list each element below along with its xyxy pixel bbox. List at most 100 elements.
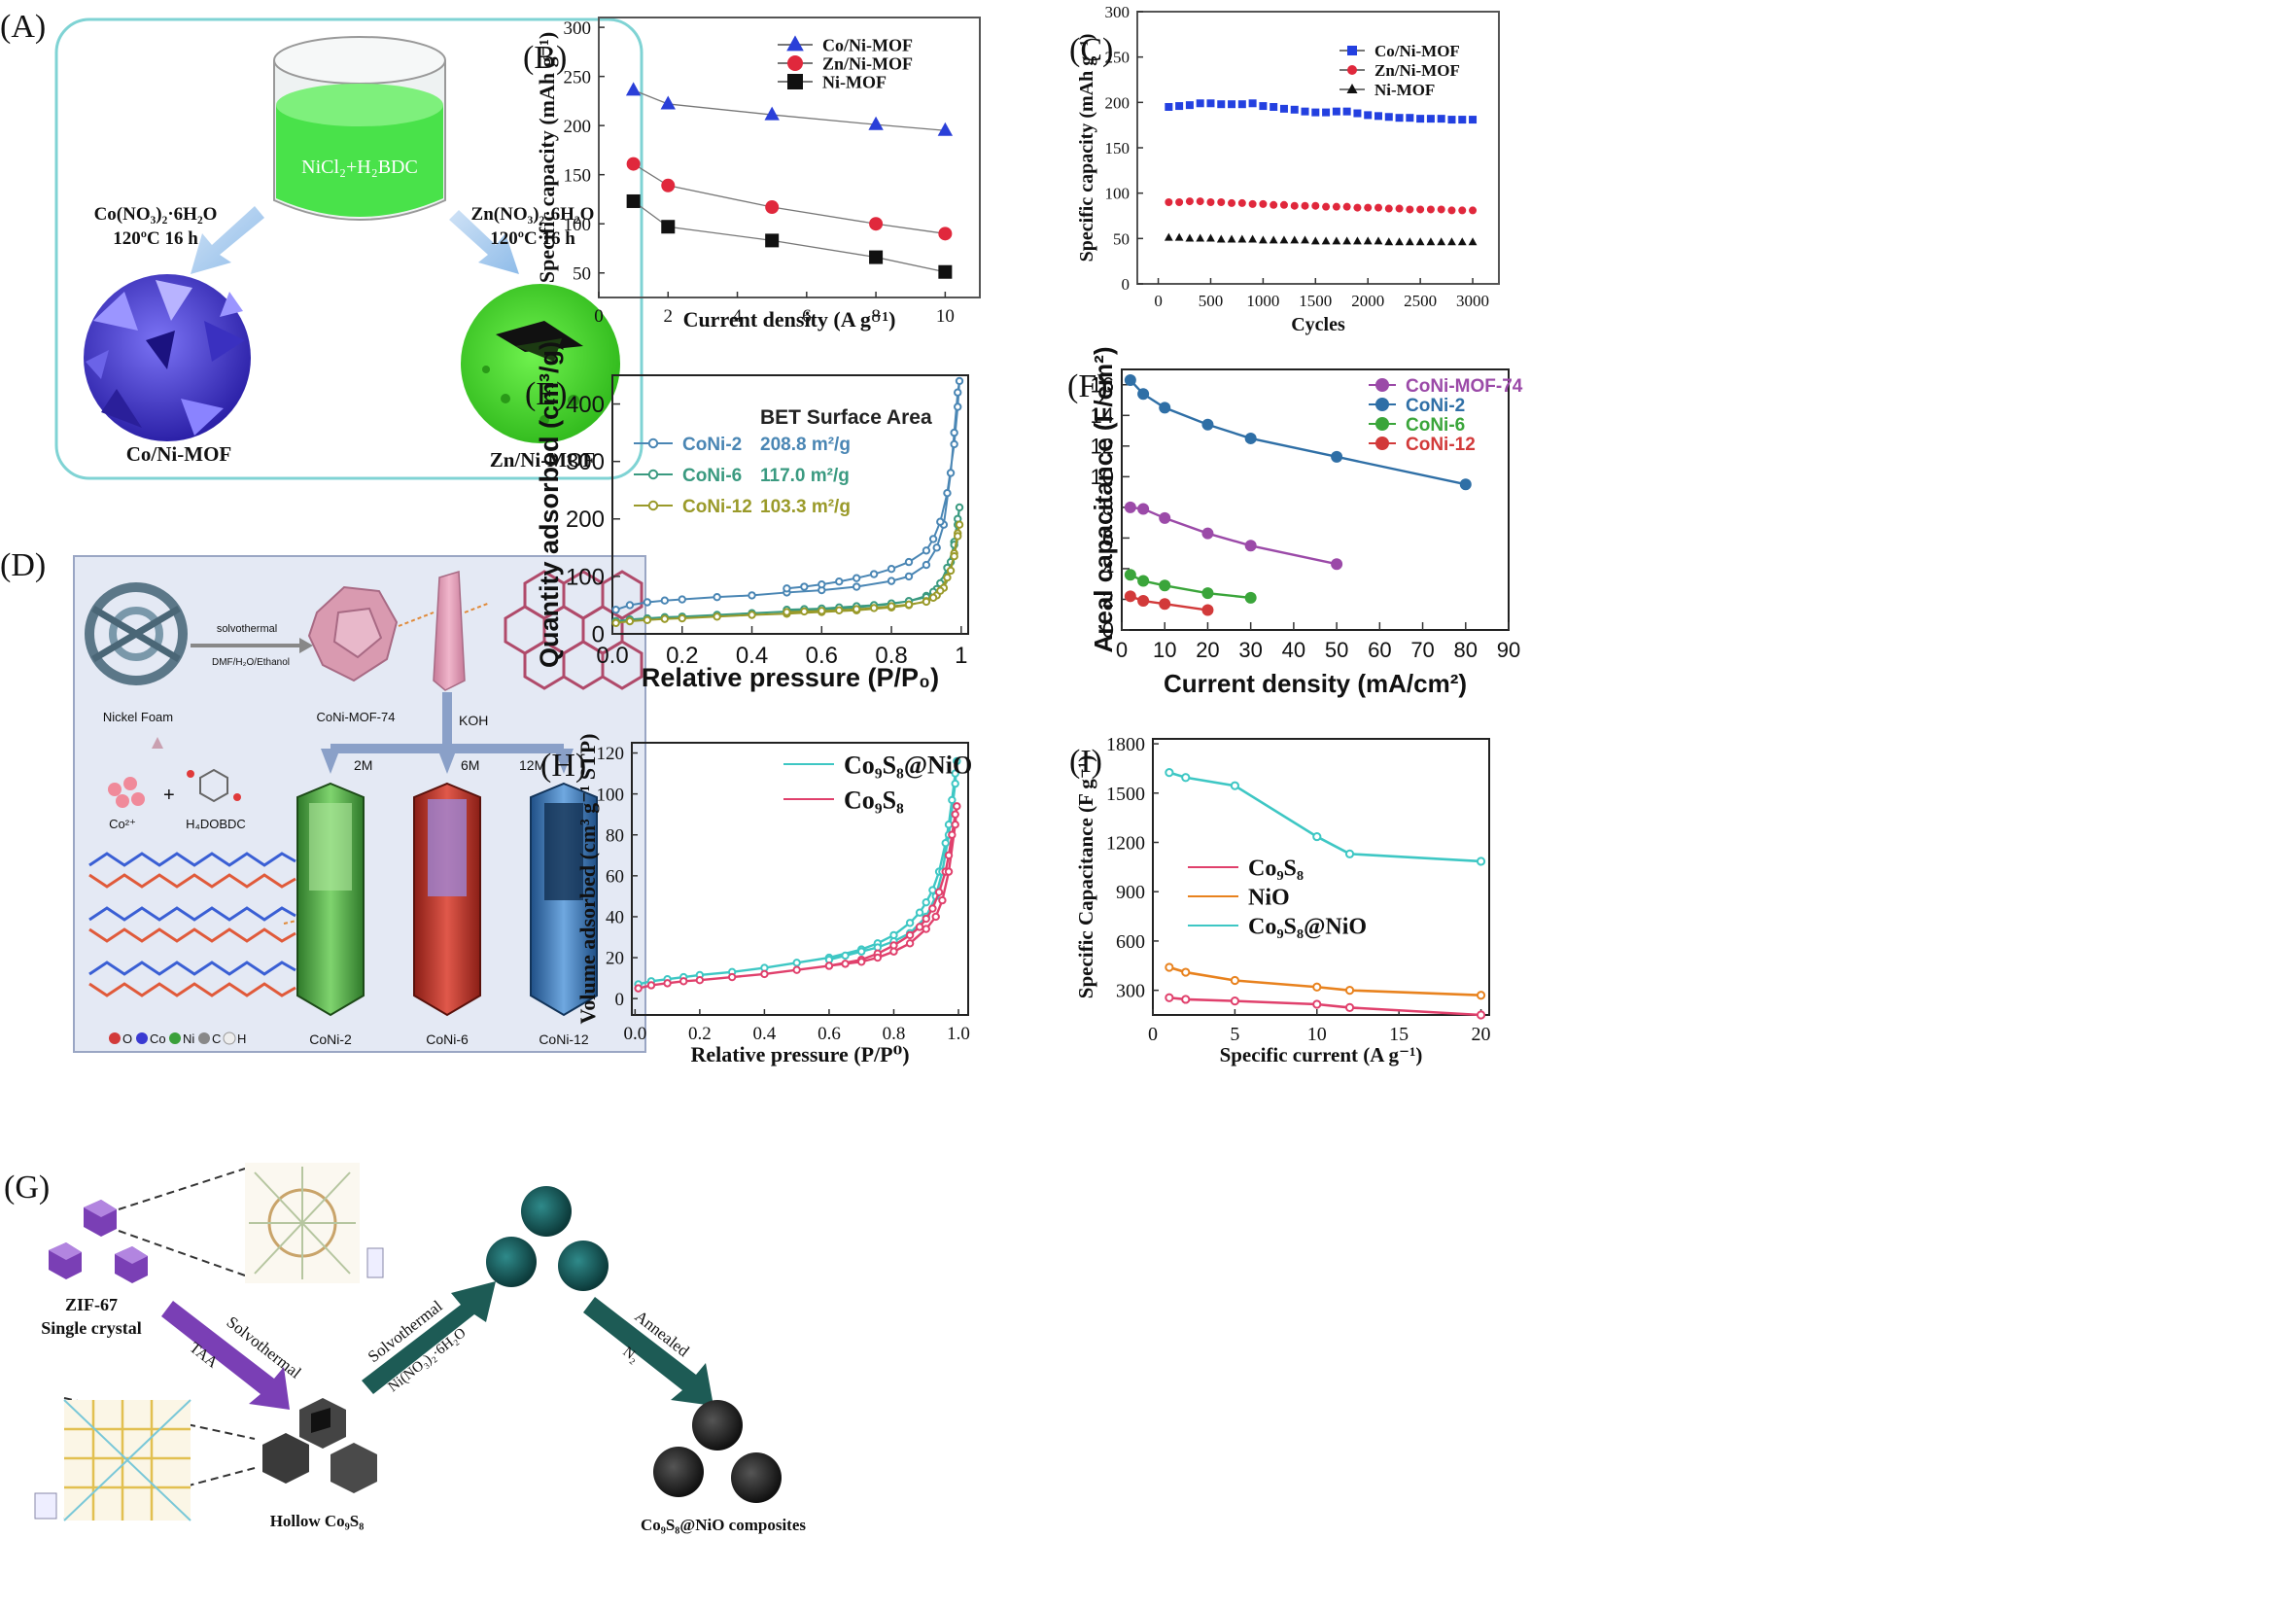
atom-legend: O Co Ni C H <box>109 1031 246 1046</box>
data-point <box>954 532 962 541</box>
data-point <box>887 565 896 574</box>
y-tick-label: 50 <box>1113 229 1130 248</box>
series-Ni-MOF <box>1164 232 1478 246</box>
data-point <box>852 574 861 582</box>
zoom-dash-1 <box>118 1168 246 1210</box>
series-line <box>633 163 946 234</box>
data-point <box>928 535 938 543</box>
data-point <box>765 200 780 215</box>
data-point <box>948 830 957 839</box>
data-point <box>1237 198 1246 207</box>
data-point <box>1426 115 1435 123</box>
series-line <box>1168 965 1481 997</box>
x-tick-label: 0 <box>1116 638 1128 662</box>
data-point <box>873 953 883 962</box>
y-tick-label: 6 <box>1102 526 1114 550</box>
data-point <box>955 503 964 512</box>
data-point <box>661 220 676 234</box>
data-point <box>922 898 930 907</box>
series-Co₉S₈@NiO <box>1165 768 1486 866</box>
data-point <box>818 607 826 615</box>
data-point <box>931 912 940 922</box>
data-point <box>1124 569 1136 581</box>
data-point <box>1175 102 1184 111</box>
data-point <box>1301 107 1309 116</box>
data-point <box>1415 237 1425 246</box>
legend-label: CoNi-12 <box>1406 435 1476 455</box>
y-tick-label: 100 <box>1105 185 1131 203</box>
legend-marker <box>647 500 659 511</box>
arrow-annealed-icon <box>583 1297 713 1406</box>
data-point <box>661 178 676 192</box>
y-tick-label: 250 <box>1105 49 1131 67</box>
koh-label: KOH <box>459 713 488 728</box>
data-point <box>1312 831 1322 842</box>
data-point <box>765 233 780 248</box>
data-point <box>835 577 844 586</box>
series-CoNi-2 <box>1124 374 1472 491</box>
legend-label: CoNi-2 <box>682 435 742 455</box>
data-point <box>1353 109 1362 118</box>
data-point <box>1165 962 1174 972</box>
data-point <box>944 851 954 859</box>
data-point <box>1217 198 1226 206</box>
legend: BET Surface Area CoNi-2 208.8 m²/g CoNi-6 11… <box>634 406 932 517</box>
x-tick-label: 40 <box>1282 638 1305 662</box>
mof-label: CoNi-MOF-74 <box>317 710 396 724</box>
x-tick-label: 1.0 <box>947 1024 970 1044</box>
legend-marker <box>786 35 804 52</box>
data-point <box>1363 236 1373 245</box>
series-NiO <box>1165 962 1486 1000</box>
data-point <box>783 584 791 593</box>
data-point <box>1457 237 1467 246</box>
legend-label: CoNi-6 <box>1406 415 1465 436</box>
panel-label: (B) <box>523 40 567 76</box>
panel-label: (F) <box>1067 368 1108 404</box>
data-point <box>889 947 898 956</box>
data-point <box>1395 114 1404 122</box>
data-point <box>1426 205 1435 214</box>
data-point <box>1137 388 1150 401</box>
series-line <box>1168 771 1481 863</box>
data-point <box>869 570 879 578</box>
data-point <box>1124 501 1136 513</box>
x-tick-label: 50 <box>1325 638 1348 662</box>
zif-label: ZIF-67 <box>65 1295 118 1314</box>
legend-marker <box>1375 398 1389 411</box>
data-point <box>1416 115 1425 123</box>
plot-frame <box>598 17 981 298</box>
data-point <box>944 821 954 829</box>
series-CoNi-6 <box>1124 569 1257 604</box>
y-tick-label: 2 <box>1102 587 1114 612</box>
x-tick-label: 0.4 <box>736 643 768 669</box>
data-point <box>841 951 850 961</box>
data-point <box>1137 503 1150 515</box>
data-point <box>1476 1010 1486 1020</box>
legend-label: CoNi-MOF-74 <box>1406 376 1523 397</box>
data-point <box>1124 374 1136 387</box>
data-point <box>1342 107 1351 116</box>
arrow-solvothermal-1-icon <box>161 1301 290 1410</box>
series-CoNi-12 <box>1124 590 1214 616</box>
x-tick-label: 2000 <box>1351 292 1384 310</box>
data-point <box>1185 101 1194 110</box>
data-point <box>904 557 914 567</box>
x-tick-label: 3000 <box>1456 292 1489 310</box>
data-point <box>928 886 937 894</box>
data-point <box>1301 201 1309 210</box>
panel-g: (G) ZIF-67 Single crystal Solvothermal T… <box>4 1163 806 1534</box>
data-point <box>1344 849 1355 858</box>
series-Co₉S₈ <box>1165 993 1486 1020</box>
y-tick-label: 12 <box>1091 435 1114 459</box>
data-point <box>1279 235 1289 244</box>
data-point <box>1201 604 1214 616</box>
data-point <box>1344 1002 1355 1012</box>
series-CoNi-2 <box>611 376 964 614</box>
series-CoNi-12 <box>611 520 964 627</box>
x-tick-label: 2 <box>664 306 674 327</box>
arrow-left-icon <box>191 206 264 274</box>
data-point <box>1384 237 1394 246</box>
panel-label: (H) <box>540 748 586 784</box>
data-point <box>1331 450 1343 463</box>
